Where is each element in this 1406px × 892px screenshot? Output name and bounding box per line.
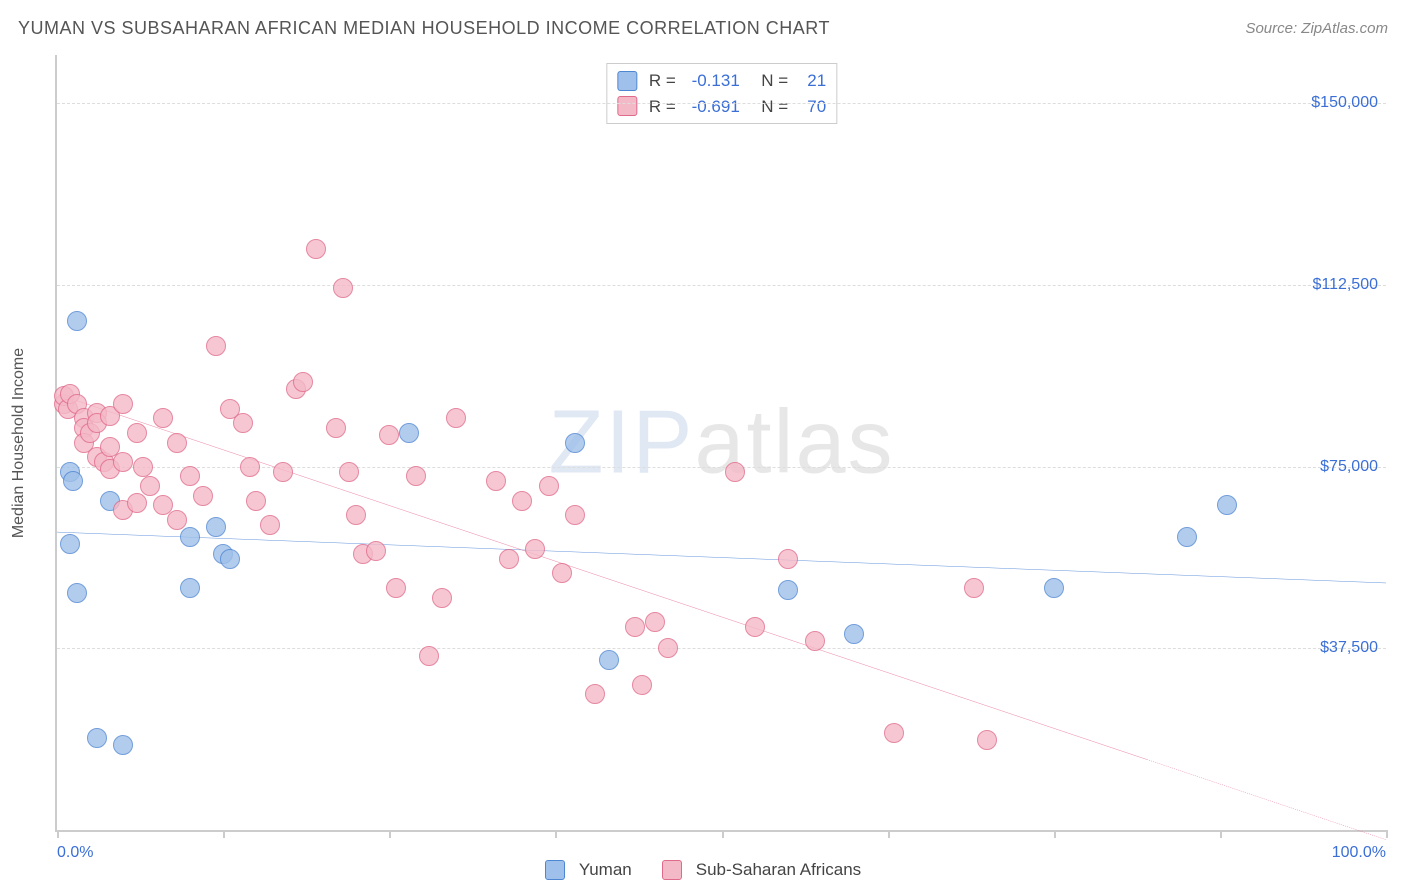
data-point-yuman bbox=[220, 549, 240, 569]
data-point-ssa bbox=[339, 462, 359, 482]
data-point-ssa bbox=[585, 684, 605, 704]
data-point-ssa bbox=[140, 476, 160, 496]
data-point-ssa bbox=[552, 563, 572, 583]
data-point-ssa bbox=[366, 541, 386, 561]
data-point-yuman bbox=[87, 728, 107, 748]
data-point-yuman bbox=[206, 517, 226, 537]
y-axis-title: Median Household Income bbox=[10, 347, 28, 537]
data-point-yuman bbox=[1177, 527, 1197, 547]
data-point-ssa bbox=[346, 505, 366, 525]
data-point-ssa bbox=[525, 539, 545, 559]
trend-line-ssa bbox=[57, 394, 1147, 759]
x-tick bbox=[1220, 830, 1222, 838]
x-tick bbox=[57, 830, 59, 838]
data-point-ssa bbox=[153, 408, 173, 428]
data-point-ssa bbox=[486, 471, 506, 491]
title-bar: YUMAN VS SUBSAHARAN AFRICAN MEDIAN HOUSE… bbox=[18, 18, 1388, 39]
legend-label-ssa: Sub-Saharan Africans bbox=[696, 860, 861, 880]
chart-container: YUMAN VS SUBSAHARAN AFRICAN MEDIAN HOUSE… bbox=[0, 0, 1406, 892]
data-point-ssa bbox=[565, 505, 585, 525]
data-point-yuman bbox=[113, 735, 133, 755]
data-point-ssa bbox=[884, 723, 904, 743]
data-point-ssa bbox=[167, 433, 187, 453]
data-point-ssa bbox=[805, 631, 825, 651]
data-point-yuman bbox=[67, 311, 87, 331]
data-point-yuman bbox=[67, 583, 87, 603]
data-point-ssa bbox=[778, 549, 798, 569]
data-point-ssa bbox=[539, 476, 559, 496]
legend: Yuman Sub-Saharan Africans bbox=[0, 860, 1406, 880]
data-point-ssa bbox=[133, 457, 153, 477]
data-point-ssa bbox=[113, 452, 133, 472]
data-point-ssa bbox=[446, 408, 466, 428]
x-tick bbox=[555, 830, 557, 838]
data-point-ssa bbox=[512, 491, 532, 511]
data-point-ssa bbox=[977, 730, 997, 750]
data-point-yuman bbox=[565, 433, 585, 453]
legend-item-yuman: Yuman bbox=[545, 860, 632, 880]
data-point-ssa bbox=[127, 493, 147, 513]
data-point-ssa bbox=[167, 510, 187, 530]
source-label: Source: ZipAtlas.com bbox=[1245, 20, 1388, 37]
data-point-ssa bbox=[725, 462, 745, 482]
data-point-yuman bbox=[844, 624, 864, 644]
data-point-ssa bbox=[206, 336, 226, 356]
data-point-yuman bbox=[599, 650, 619, 670]
trend-lines-layer bbox=[57, 55, 1386, 830]
data-point-yuman bbox=[180, 578, 200, 598]
data-point-ssa bbox=[273, 462, 293, 482]
data-point-ssa bbox=[293, 372, 313, 392]
data-point-yuman bbox=[60, 534, 80, 554]
plot-area: Median Household Income ZIPatlas R =-0.1… bbox=[55, 55, 1386, 832]
data-point-ssa bbox=[193, 486, 213, 506]
chart-title: YUMAN VS SUBSAHARAN AFRICAN MEDIAN HOUSE… bbox=[18, 18, 830, 39]
x-tick bbox=[1386, 830, 1388, 838]
data-point-ssa bbox=[127, 423, 147, 443]
legend-swatch-yuman bbox=[545, 860, 565, 880]
data-point-ssa bbox=[745, 617, 765, 637]
data-point-ssa bbox=[246, 491, 266, 511]
data-point-ssa bbox=[658, 638, 678, 658]
y-tick-label: $150,000 bbox=[1311, 94, 1378, 112]
legend-swatch-ssa bbox=[662, 860, 682, 880]
data-point-yuman bbox=[1217, 495, 1237, 515]
y-tick-label: $75,000 bbox=[1320, 458, 1378, 476]
data-point-ssa bbox=[419, 646, 439, 666]
x-tick bbox=[722, 830, 724, 838]
x-tick bbox=[223, 830, 225, 838]
data-point-ssa bbox=[379, 425, 399, 445]
data-point-ssa bbox=[233, 413, 253, 433]
data-point-ssa bbox=[113, 394, 133, 414]
gridline-h bbox=[57, 285, 1386, 286]
data-point-ssa bbox=[432, 588, 452, 608]
data-point-ssa bbox=[180, 466, 200, 486]
gridline-h bbox=[57, 648, 1386, 649]
data-point-ssa bbox=[645, 612, 665, 632]
data-point-yuman bbox=[180, 527, 200, 547]
y-tick-label: $112,500 bbox=[1312, 276, 1378, 294]
data-point-ssa bbox=[240, 457, 260, 477]
data-point-ssa bbox=[499, 549, 519, 569]
data-point-ssa bbox=[306, 239, 326, 259]
data-point-yuman bbox=[399, 423, 419, 443]
y-tick-label: $37,500 bbox=[1320, 639, 1378, 657]
data-point-ssa bbox=[625, 617, 645, 637]
data-point-ssa bbox=[386, 578, 406, 598]
data-point-ssa bbox=[333, 278, 353, 298]
data-point-ssa bbox=[326, 418, 346, 438]
data-point-ssa bbox=[406, 466, 426, 486]
data-point-ssa bbox=[632, 675, 652, 695]
x-tick bbox=[888, 830, 890, 838]
legend-label-yuman: Yuman bbox=[579, 860, 632, 880]
gridline-h bbox=[57, 103, 1386, 104]
legend-item-ssa: Sub-Saharan Africans bbox=[662, 860, 861, 880]
trend-line-dashed-ssa bbox=[1147, 759, 1386, 839]
data-point-yuman bbox=[1044, 578, 1064, 598]
x-tick bbox=[389, 830, 391, 838]
data-point-ssa bbox=[964, 578, 984, 598]
data-point-yuman bbox=[778, 580, 798, 600]
data-point-ssa bbox=[260, 515, 280, 535]
data-point-yuman bbox=[63, 471, 83, 491]
x-tick bbox=[1054, 830, 1056, 838]
